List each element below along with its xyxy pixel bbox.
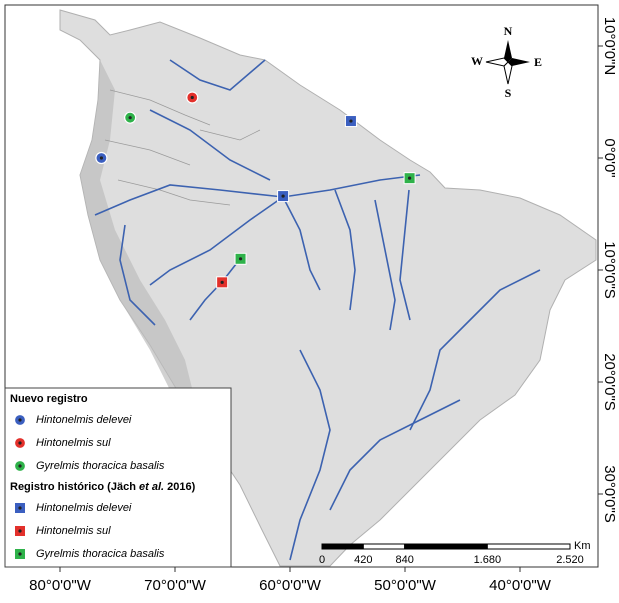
marker-dot: [408, 176, 412, 180]
legend-box: [4, 387, 232, 568]
lon-tick-label: 80°0'0"W: [29, 577, 92, 594]
legend-title: Nuevo registro: [10, 393, 88, 405]
record-square: [14, 525, 26, 537]
legend-label: Hintonelmis delevei: [36, 502, 132, 514]
legend-title-part: et al.: [139, 481, 164, 493]
compass: N S W E: [471, 24, 542, 100]
compass-w: W: [471, 54, 483, 68]
lon-tick-label: 50°0'0"W: [374, 577, 437, 594]
marker-dot: [18, 418, 22, 422]
rivers: [94, 59, 541, 561]
legend-title-part: Registro histórico (Jäch: [10, 481, 139, 493]
legend-title-part: Nuevo registro: [10, 393, 88, 405]
scale-segment: [486, 543, 571, 550]
marker-dot: [18, 464, 22, 468]
legend-title: Registro histórico (Jäch et al. 2016): [10, 481, 196, 493]
legend-label: Hintonelmis delevei: [36, 414, 132, 426]
record-square: [216, 276, 229, 289]
record-square: [14, 502, 26, 514]
record-circle: [13, 436, 27, 450]
marker-dot: [220, 280, 224, 284]
marker-dot: [18, 441, 22, 445]
record-square: [403, 172, 416, 185]
scale-label: 0: [319, 554, 325, 566]
legend-label: Gyrelmis thoracica basalis: [36, 548, 165, 560]
scale-segment: [404, 543, 488, 550]
compass-s: S: [505, 86, 512, 100]
marker-dot: [18, 529, 22, 533]
scale-segment: [362, 543, 406, 550]
legend-label: Hintonelmis sul: [36, 437, 111, 449]
record-circle: [124, 111, 137, 124]
marker-dot: [128, 116, 132, 120]
scale-label: 420: [354, 554, 372, 566]
marker-dot: [18, 506, 22, 510]
legend-title-part: 2016): [164, 481, 196, 493]
lat-tick-label: 30°0'0"S: [601, 465, 618, 523]
scale-segment: [321, 543, 364, 550]
lon-tick-label: 40°0'0"W: [489, 577, 552, 594]
scale-label: 1.680: [474, 554, 502, 566]
compass-n: N: [504, 24, 513, 38]
legend-label: Hintonelmis sul: [36, 525, 111, 537]
record-circle: [13, 413, 27, 427]
compass-e: E: [534, 55, 542, 69]
marker-dot: [281, 194, 285, 198]
lon-tick-label: 70°0'0"W: [144, 577, 207, 594]
scale-label: 2.520: [556, 554, 584, 566]
record-circle: [186, 91, 199, 104]
marker-dot: [99, 156, 103, 160]
record-circle: [13, 459, 27, 473]
marker-dot: [18, 552, 22, 556]
lat-tick-label: 10°0'0"S: [601, 241, 618, 299]
lat-tick-label: 0°0'0": [601, 138, 618, 177]
marker-dot: [238, 257, 243, 261]
andes: [80, 60, 220, 470]
record-square: [234, 252, 247, 265]
borders: [104, 89, 261, 206]
scale-unit: Km: [574, 540, 591, 552]
record-circle: [95, 151, 108, 165]
record-square: [277, 190, 290, 203]
record-square: [14, 548, 26, 560]
record-square: [344, 115, 357, 128]
marker-dot: [349, 119, 353, 123]
lat-tick-label: 10°0'0"N: [601, 17, 618, 75]
lat-tick-label: 20°0'0"S: [601, 353, 618, 411]
marker-dot: [190, 95, 194, 100]
lon-tick-label: 60°0'0"W: [259, 577, 322, 594]
legend-label: Gyrelmis thoracica basalis: [36, 460, 165, 472]
scale-label: 840: [395, 554, 413, 566]
